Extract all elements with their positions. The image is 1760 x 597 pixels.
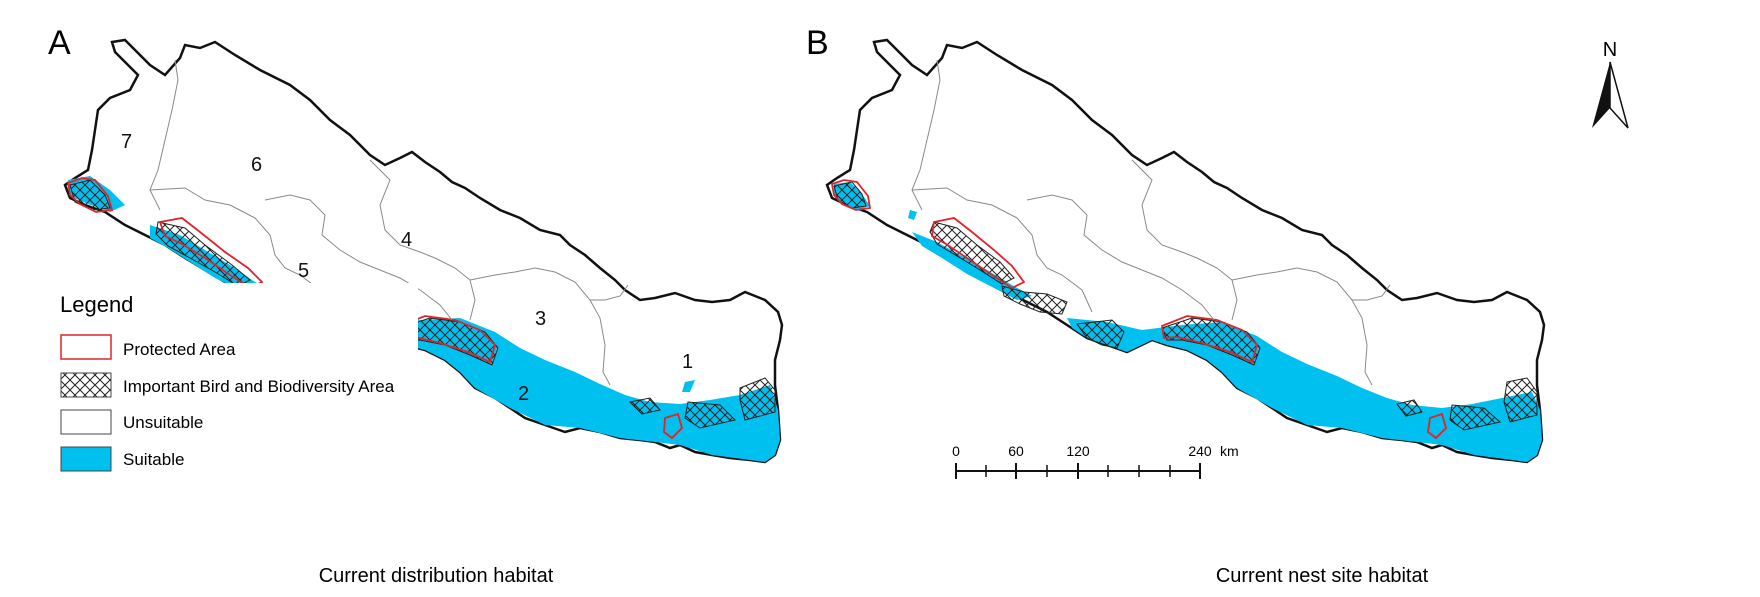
province-labels: 7 6 4 5 3 1 2 — [121, 131, 693, 405]
province-boundaries — [911, 59, 1391, 386]
unsuitable-swatch — [60, 409, 112, 435]
panel-caption: Current nest site habitat — [1216, 565, 1429, 587]
legend-label: Suitable — [123, 450, 184, 469]
legend-item-iba: Important Bird and Biodiversity Area — [60, 372, 395, 398]
legend-label: Important Bird and Biodiversity Area — [123, 377, 395, 396]
panel-letter: A — [48, 24, 71, 62]
province-label: 1 — [682, 351, 693, 373]
north-label: N — [1603, 39, 1617, 61]
province-boundaries — [149, 59, 629, 386]
scale-tick-label: 240 — [1188, 443, 1212, 459]
province-label: 7 — [121, 131, 132, 153]
scale-bar: 0 60 120 240 km — [952, 443, 1239, 479]
legend-item-unsuitable: Unsuitable — [60, 409, 203, 435]
north-arrow-icon: N — [1592, 39, 1629, 129]
scale-unit: km — [1220, 443, 1239, 459]
legend-label: Protected Area — [123, 340, 236, 359]
legend: Legend Protected Area Important Bird and… — [38, 283, 418, 483]
province-label: 4 — [401, 229, 412, 251]
province-label: 5 — [298, 260, 309, 282]
scale-tick-label: 120 — [1066, 443, 1090, 459]
province-label: 6 — [251, 154, 262, 176]
scale-tick-label: 0 — [952, 443, 960, 459]
province-label: 3 — [535, 308, 546, 330]
panel-letter: B — [806, 24, 829, 62]
map-panel-b: B — [806, 24, 1629, 587]
province-label: 2 — [518, 383, 529, 405]
legend-item-protected: Protected Area — [60, 334, 236, 360]
iba-swatch — [60, 372, 112, 398]
suitable-swatch — [60, 446, 112, 472]
scale-tick-label: 60 — [1008, 443, 1024, 459]
legend-item-suitable: Suitable — [60, 446, 184, 472]
legend-title: Legend — [60, 292, 133, 317]
protected-areas — [830, 179, 1448, 440]
legend-label: Unsuitable — [123, 413, 203, 432]
panel-caption: Current distribution habitat — [319, 565, 554, 587]
protected-swatch — [60, 334, 112, 360]
iba-areas — [833, 181, 1538, 431]
